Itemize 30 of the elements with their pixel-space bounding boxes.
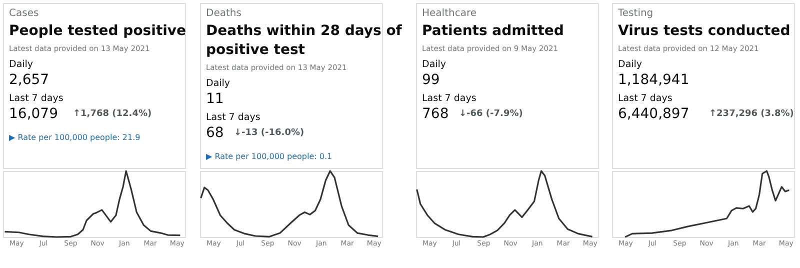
text: 99 (422, 72, 440, 88)
chart-title: People tested positive (9, 23, 186, 39)
text: 6,440,897 (618, 106, 690, 122)
text: Last 7 days (9, 93, 64, 104)
text: Daily (422, 59, 446, 70)
text: 2,657 (9, 72, 50, 88)
text: 68 (206, 125, 224, 141)
text: Cases (9, 8, 39, 19)
text: Daily (618, 59, 642, 70)
text: ↑237,296 (3.8%) (709, 109, 794, 119)
text: Last 7 days (618, 93, 672, 104)
text: Last 7 days (206, 112, 260, 123)
text: 11 (206, 91, 224, 107)
chart-title: Patients admitted (422, 23, 564, 39)
text: Last 7 days (422, 93, 476, 104)
text: 1,184,941 (618, 72, 690, 88)
text: Testing (617, 8, 654, 19)
chart-title: Deaths within 28 days of positive test (206, 23, 403, 58)
text: Deaths (206, 8, 242, 19)
text: ▶ Rate per 100,000 people: 21.9 (9, 133, 140, 142)
text: ↑1,768 (12.4%) (73, 109, 152, 119)
text: ▶ Rate per 100,000 people: 0.1 (206, 152, 332, 161)
text: Healthcare (422, 8, 477, 19)
text: Daily (9, 59, 34, 70)
text: 16,079 (9, 106, 58, 122)
text: ↓-13 (-16.0%) (234, 128, 304, 138)
text: 768 (422, 106, 449, 122)
text: Daily (206, 78, 230, 89)
chart-title: Virus tests conducted (618, 23, 790, 39)
text: ↓-66 (-7.9%) (459, 109, 523, 119)
